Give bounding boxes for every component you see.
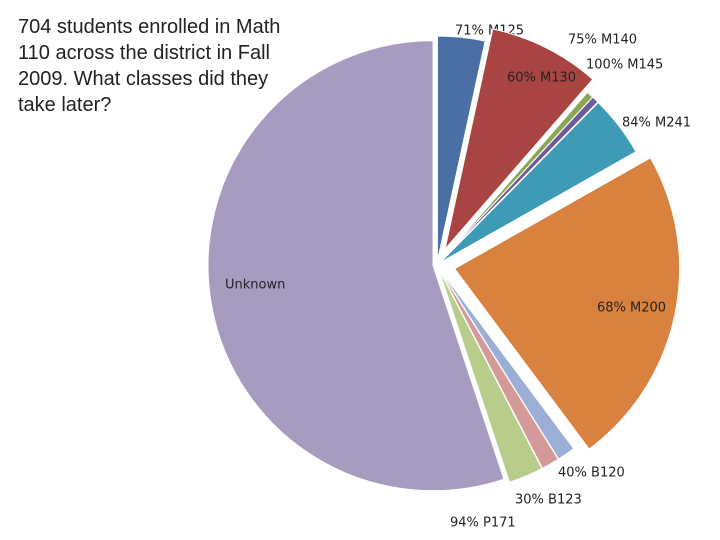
slice-label: 94% P171	[450, 516, 516, 531]
slice-label: 60% M130	[507, 71, 576, 86]
slice-label: Unknown	[225, 278, 285, 293]
slice-label: 40% B120	[558, 466, 625, 481]
slice-label: 100% M145	[586, 58, 663, 73]
pie-slice	[436, 35, 486, 262]
slice-label: 68% M200	[597, 301, 666, 316]
pie-slice	[439, 96, 599, 263]
slice-label: 75% M140	[568, 33, 637, 48]
pie-slice	[438, 268, 543, 483]
pie-slice	[207, 40, 505, 492]
pie-slice	[453, 157, 681, 450]
pie-slice	[439, 101, 637, 264]
slice-label: 30% B123	[515, 493, 582, 508]
chart-title: 704 students enrolled in Math 110 across…	[18, 16, 281, 116]
pie-slice	[444, 28, 594, 250]
slice-label: 84% M241	[622, 116, 691, 131]
